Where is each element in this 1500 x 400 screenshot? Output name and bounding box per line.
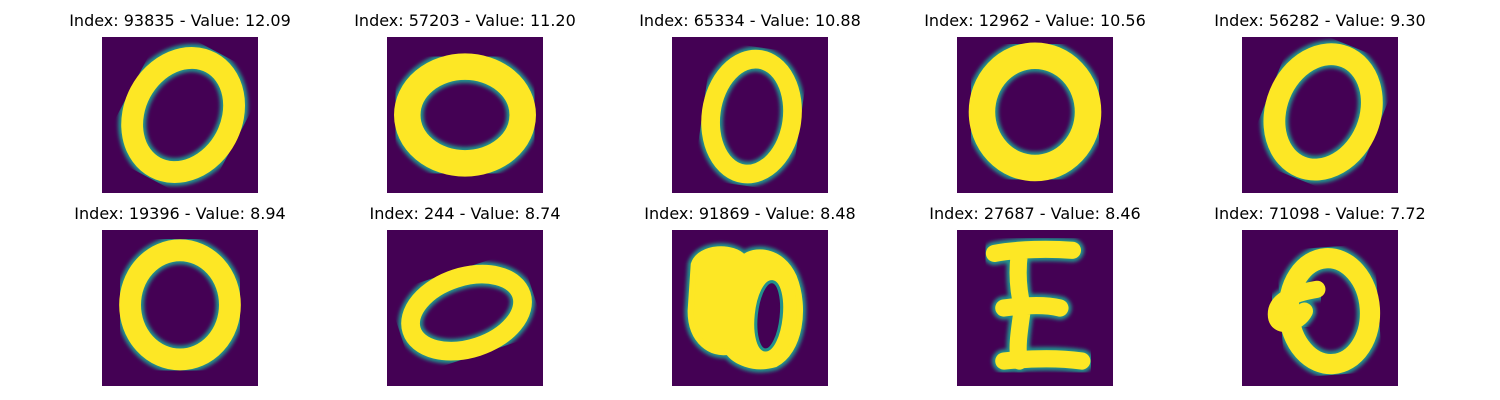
panel-title: Index: 65334 - Value: 10.88 xyxy=(639,11,861,30)
image-panel: Index: 244 - Value: 8.74 xyxy=(350,203,580,388)
digit-image xyxy=(387,37,543,193)
image-panel: Index: 65334 - Value: 10.88 xyxy=(635,10,865,195)
digit-image xyxy=(957,37,1113,193)
panel-title: Index: 19396 - Value: 8.94 xyxy=(74,204,286,223)
digit-image xyxy=(957,230,1113,386)
panel-title: Index: 244 - Value: 8.74 xyxy=(369,204,561,223)
glyph-stroke xyxy=(119,239,241,371)
glyph-stroke xyxy=(1263,43,1383,181)
glyph-stroke xyxy=(968,42,1102,182)
digit-image xyxy=(672,230,828,386)
glyph-stroke xyxy=(394,53,536,177)
glyph-stroke xyxy=(401,264,532,361)
panel-title: Index: 12962 - Value: 10.56 xyxy=(924,11,1146,30)
digit-image xyxy=(102,230,258,386)
glyph-stroke xyxy=(754,280,784,352)
image-panel: Index: 71098 - Value: 7.72 xyxy=(1205,203,1435,388)
image-panel: Index: 27687 - Value: 8.46 xyxy=(920,203,1150,388)
panel-title: Index: 91869 - Value: 8.48 xyxy=(644,204,856,223)
panel-title: Index: 71098 - Value: 7.72 xyxy=(1214,204,1426,223)
image-panel: Index: 19396 - Value: 8.94 xyxy=(65,203,295,388)
digit-image xyxy=(1242,230,1398,386)
glyph-stroke xyxy=(985,240,1091,370)
glyph-stroke xyxy=(1267,280,1326,332)
image-panel: Index: 12962 - Value: 10.56 xyxy=(920,10,1150,195)
digit-image xyxy=(102,37,258,193)
image-panel: Index: 91869 - Value: 8.48 xyxy=(635,203,865,388)
glyph-stroke xyxy=(687,246,803,370)
panel-title: Index: 93835 - Value: 12.09 xyxy=(69,11,291,30)
panel-title: Index: 56282 - Value: 9.30 xyxy=(1214,11,1426,30)
panel-title: Index: 27687 - Value: 8.46 xyxy=(929,204,1141,223)
image-panel: Index: 57203 - Value: 11.20 xyxy=(350,10,580,195)
digit-image xyxy=(672,37,828,193)
image-panel: Index: 93835 - Value: 12.09 xyxy=(65,10,295,195)
digit-image xyxy=(387,230,543,386)
glyph-stroke xyxy=(701,49,802,184)
digit-image xyxy=(1242,37,1398,193)
image-panel: Index: 56282 - Value: 9.30 xyxy=(1205,10,1435,195)
panel-title: Index: 57203 - Value: 11.20 xyxy=(354,11,576,30)
glyph-stroke xyxy=(121,47,246,183)
glyph-stroke xyxy=(1278,247,1381,375)
